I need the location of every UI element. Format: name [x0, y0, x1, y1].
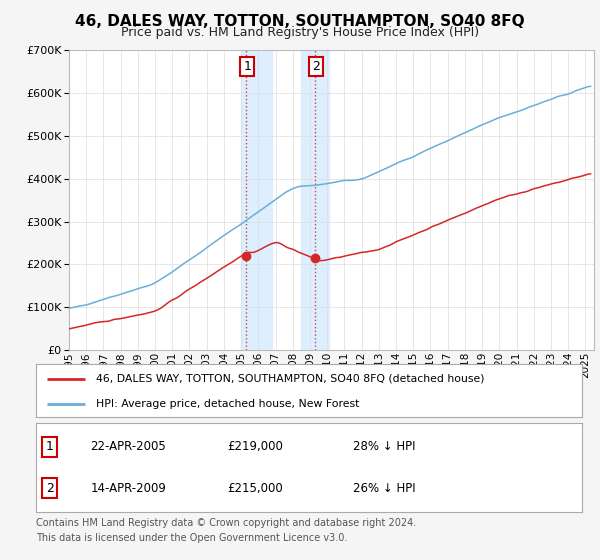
Text: 28% ↓ HPI: 28% ↓ HPI [353, 441, 415, 454]
Text: £215,000: £215,000 [227, 482, 283, 494]
Text: 26% ↓ HPI: 26% ↓ HPI [353, 482, 415, 494]
Bar [301, 50, 329, 350]
Text: 46, DALES WAY, TOTTON, SOUTHAMPTON, SO40 8FQ (detached house): 46, DALES WAY, TOTTON, SOUTHAMPTON, SO40… [96, 374, 485, 384]
Text: 2: 2 [312, 60, 320, 73]
Text: Price paid vs. HM Land Registry's House Price Index (HPI): Price paid vs. HM Land Registry's House … [121, 26, 479, 39]
Text: HPI: Average price, detached house, New Forest: HPI: Average price, detached house, New … [96, 399, 359, 409]
Text: £219,000: £219,000 [227, 441, 283, 454]
Text: 1: 1 [244, 60, 251, 73]
Text: 22-APR-2005: 22-APR-2005 [91, 441, 166, 454]
Text: 14-APR-2009: 14-APR-2009 [91, 482, 166, 494]
Bar [241, 50, 272, 350]
Text: Contains HM Land Registry data © Crown copyright and database right 2024.: Contains HM Land Registry data © Crown c… [36, 518, 416, 528]
Text: 46, DALES WAY, TOTTON, SOUTHAMPTON, SO40 8FQ: 46, DALES WAY, TOTTON, SOUTHAMPTON, SO40… [75, 14, 525, 29]
Text: 2: 2 [46, 482, 53, 494]
Text: 1: 1 [46, 441, 53, 454]
Text: This data is licensed under the Open Government Licence v3.0.: This data is licensed under the Open Gov… [36, 533, 347, 543]
